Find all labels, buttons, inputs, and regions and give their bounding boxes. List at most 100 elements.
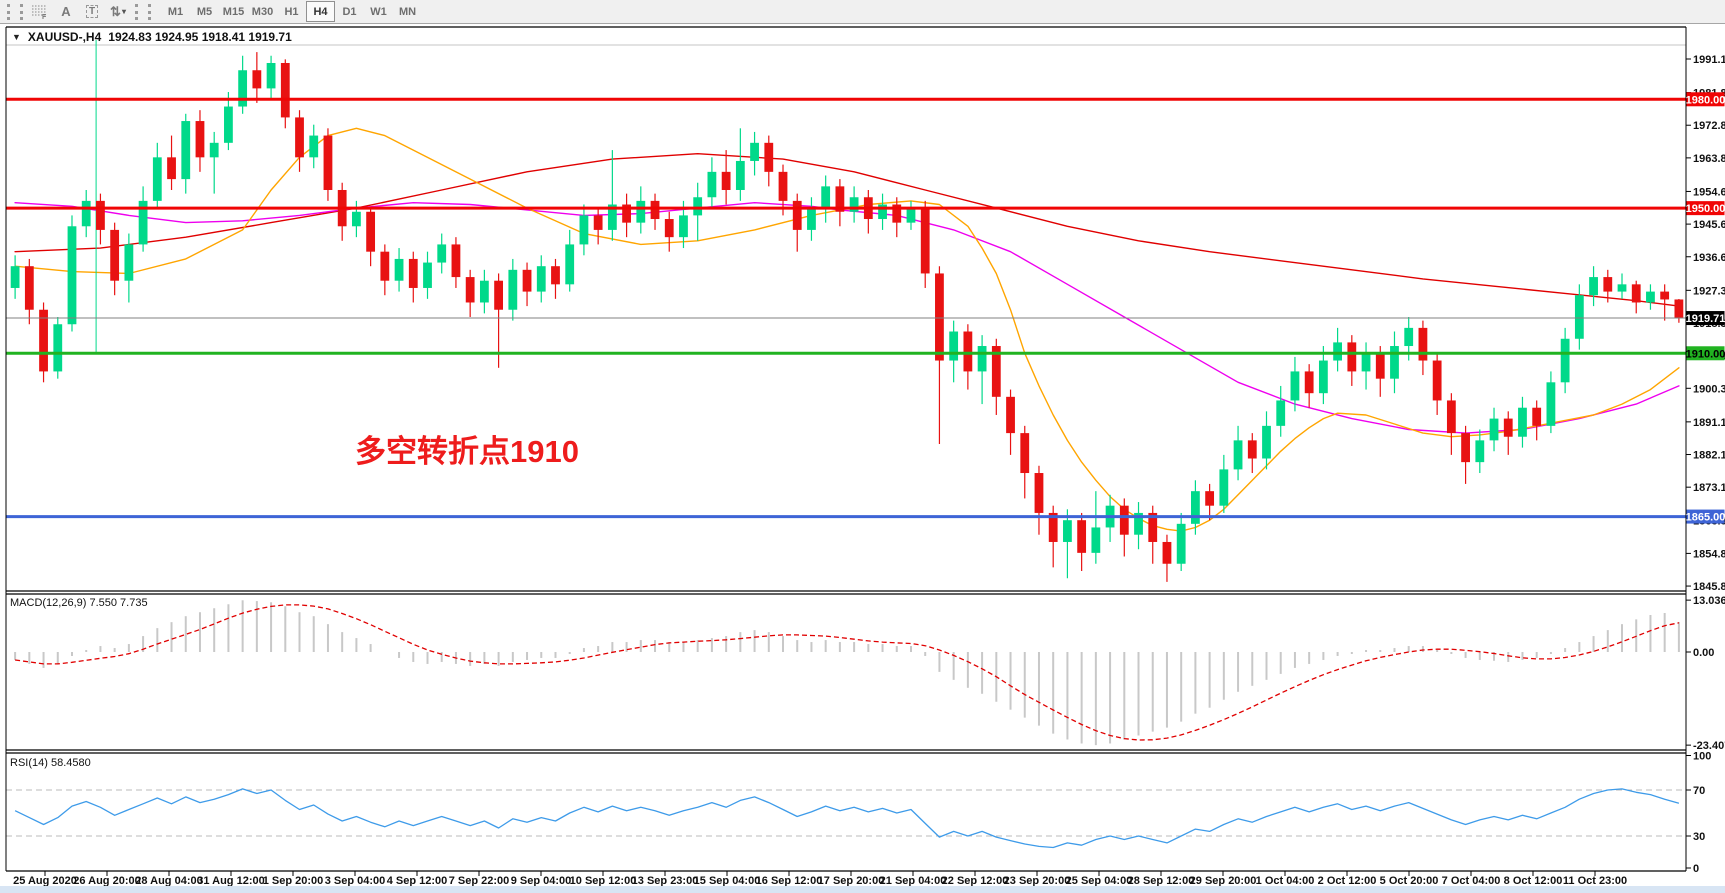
chart-background [0,24,1725,886]
price-tick-label: 1927.35 [1693,285,1725,297]
candle-down [1432,360,1442,401]
time-label: 31 Aug 12:00 [197,875,264,886]
time-label: 7 Sep 22:00 [449,875,510,886]
candle-down [280,62,290,118]
candle-down [1077,520,1087,553]
time-label: 7 Oct 04:00 [1442,875,1501,886]
level-price-badge [1686,509,1725,524]
candle-down [465,277,475,303]
text-tool-button[interactable]: A [53,2,79,21]
candle-down [935,273,944,361]
candle-up [1063,520,1072,542]
candle-up [181,121,191,180]
candle-up [67,226,77,325]
price-tick-label: 1900.35 [1693,383,1725,395]
candle-down [622,204,631,223]
candle-down [522,269,532,292]
candle-up [607,204,617,230]
candle-down [650,200,660,220]
candle-up [949,331,959,361]
candle-down [835,186,845,212]
candle-down [991,346,1001,397]
collapse-arrow-icon[interactable]: ▼ [12,32,21,42]
time-label: 11 Oct 23:00 [1563,875,1627,886]
macd-tick-label: -23.407 [1693,740,1725,752]
level-price-badge [1686,346,1725,361]
rsi-line [14,788,1680,849]
candle-up [508,269,518,310]
macd-tick-label: 0.00 [1693,647,1714,659]
time-label: 29 Sep 20:00 [1190,875,1257,886]
arrows-tool-button[interactable]: ⇅ ▾ [105,2,131,21]
candle-down [1446,400,1456,434]
level-price-badge-label: 1865.00 [1686,512,1725,524]
candle-up [1574,295,1584,339]
timeframe-h4-button[interactable]: H4 [306,1,335,22]
candle-down [963,331,973,372]
candle-up [394,258,404,281]
candle-up [81,200,91,227]
rsi-tick-label: 30 [1693,831,1705,843]
timeframe-mn-button[interactable]: MN [398,5,417,18]
toolbar: F A T ⇅ ▾ M1 M5 M15 M30 H1 H4 D1 W1 MN [0,0,1725,24]
candle-up [1404,327,1414,347]
candle-up [707,171,717,198]
toolbar-drag-handle[interactable] [7,3,23,20]
rsi-tick-label: 70 [1693,785,1705,797]
candle-down [167,157,176,180]
candle-up [124,244,134,281]
candle-down [1304,371,1314,394]
candle-down [380,251,390,281]
timeframe-m1-button[interactable]: M1 [167,5,184,18]
candle-up [821,186,831,209]
candle-up [1475,440,1485,463]
timeframe-m15-button[interactable]: M15 [222,5,245,18]
candle-down [1660,291,1670,300]
candle-down [1006,396,1015,434]
candle-down [295,117,304,158]
toolbar-separator-handle[interactable] [135,3,151,20]
timeframe-m5-button[interactable]: M5 [196,5,213,18]
candle-down [24,266,34,310]
timeframe-w1-button[interactable]: W1 [370,5,387,18]
time-label: 2 Oct 12:00 [1318,875,1377,886]
ma-fast-orange [14,127,1680,532]
candle-down [1674,299,1684,319]
candle-up [224,106,233,143]
candle-down [366,211,376,252]
candle-up [1134,512,1143,535]
candle-up [1489,418,1499,441]
candle-up [849,197,859,212]
label-tool-button[interactable]: T [79,2,105,21]
chart-canvas[interactable]: 多空转折点19101991.101981.851972.851963.85195… [0,24,1725,887]
candle-up [1390,346,1399,379]
candle-down [1205,491,1215,506]
fibonacci-tool-button[interactable]: F [27,2,53,21]
timeframe-d1-button[interactable]: D1 [342,5,357,18]
current-price-badge-label: 1919.71 [1686,313,1725,325]
candle-down [494,280,504,310]
candle-down [96,200,105,230]
candle-down [664,219,674,238]
timeframe-m30-button[interactable]: M30 [251,5,274,18]
candle-up [1546,382,1556,426]
candle-down [1020,433,1030,474]
price-tick-label: 1991.10 [1693,54,1725,66]
fibonacci-icon: F [32,5,47,19]
price-tick-label: 1891.10 [1693,417,1725,429]
candle-up [536,266,546,292]
candle-down [593,215,603,230]
candle-down [1034,473,1044,513]
status-strip [0,886,1725,893]
time-label: 28 Sep 12:00 [1128,875,1195,886]
time-label: 22 Sep 12:00 [942,875,1009,886]
candle-up [636,200,646,223]
candle-down [451,244,461,278]
timeframe-h1-button[interactable]: H1 [284,5,299,18]
price-tick-label: 1845.85 [1693,581,1725,593]
chart-window[interactable]: 多空转折点19101991.101981.851972.851963.85195… [0,24,1725,887]
timeframe-buttons: M1 M5 M15 M30 H1 H4 D1 W1 MN [161,1,422,22]
candle-up [1617,284,1627,292]
annotation-text[interactable]: 多空转折点1910 [355,434,579,469]
candle-up [1290,371,1300,401]
